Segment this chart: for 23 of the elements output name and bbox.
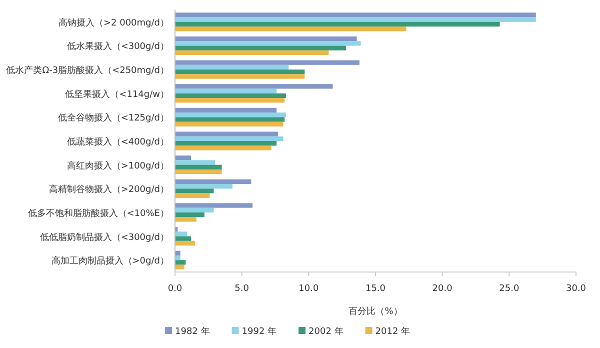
y-tick-label: 高精制谷物摄入（>200g/d） <box>48 184 169 196</box>
x-tick-label: 30.0 <box>566 284 586 294</box>
x-axis-title: 百分比（%） <box>348 306 402 317</box>
legend-label: 1992 年 <box>242 326 277 337</box>
y-tick-label: 低蔬菜摄入（<400g/d） <box>66 136 169 148</box>
legend-label: 2012 年 <box>375 326 410 337</box>
y-tick-label: 低低脂奶制品摄入（<300g/d） <box>40 232 169 243</box>
y-tick-label: 低多不饱和脂肪酸摄入（<10%E） <box>28 208 169 219</box>
legend-label: 1982 年 <box>175 326 210 337</box>
y-tick-label: 低坚果摄入（<114g/w） <box>65 88 169 100</box>
y-tick-label: 低全谷物摄入（<125g/d） <box>58 112 169 124</box>
x-tick-label: 10.0 <box>298 284 319 294</box>
y-tick-label: 低水产类Ω-3脂肪酸摄入（<250mg/d） <box>6 65 169 76</box>
y-tick-label: 高加工肉制品摄入（>0g/d） <box>51 256 169 267</box>
x-tick-label: 5.0 <box>234 284 250 294</box>
legend-label: 2002 年 <box>308 326 344 337</box>
x-tick-label: 20.0 <box>432 284 453 294</box>
y-tick-label: 低水果摄入（<300g/d） <box>66 41 169 52</box>
x-tick-label: 25.0 <box>499 284 520 294</box>
y-tick-label: 高红肉摄入（>100g/d） <box>66 160 169 172</box>
x-tick-label: 0.0 <box>168 284 182 294</box>
y-tick-label: 高钠摄入（>2 000mg/d） <box>58 17 169 28</box>
x-tick-label: 15.0 <box>365 284 386 294</box>
